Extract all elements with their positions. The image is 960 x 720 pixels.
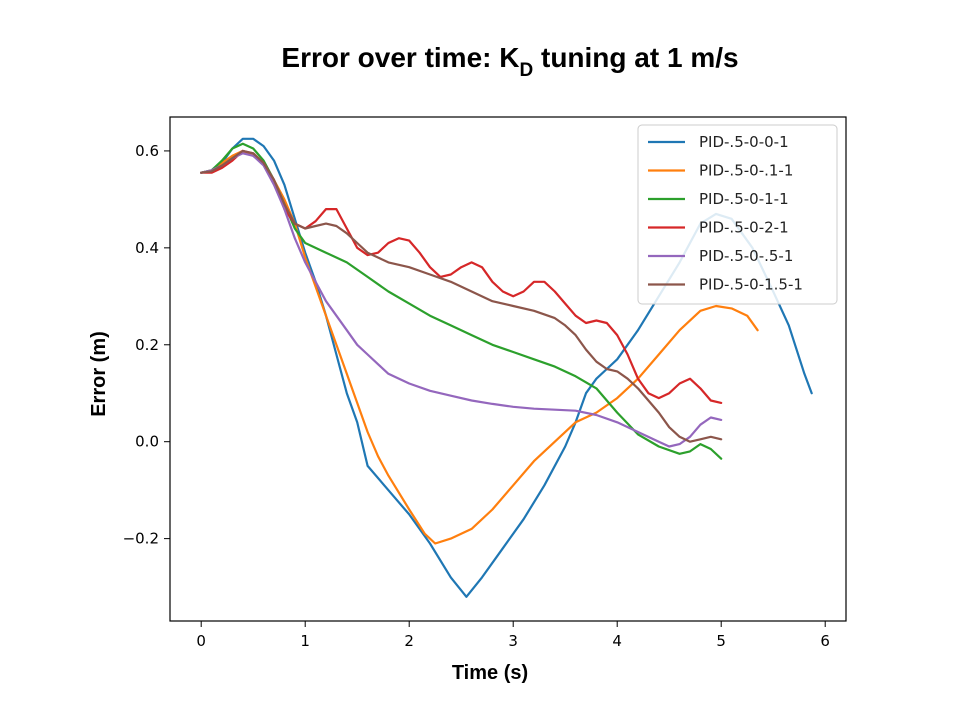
x-tick-label: 0 [196, 632, 206, 650]
y-axis-label: Error (m) [88, 331, 110, 417]
legend-label: PID-.5-0-0-1 [699, 133, 789, 151]
y-tick-label: 0.2 [135, 336, 159, 354]
legend: PID-.5-0-0-1 PID-.5-0-.1-1 PID-.5-0-1-1 PID… [637, 124, 838, 305]
x-axis-label: Time (s) [452, 662, 528, 684]
legend-label: PID-.5-0-.5-1 [699, 247, 793, 265]
series-line-4 [200, 149, 723, 404]
legend-label: PID-.5-0-1.5-1 [699, 276, 803, 294]
x-tick-label: 3 [508, 632, 518, 650]
x-tick-label: 5 [716, 632, 726, 650]
legend-label: PID-.5-0-.1-1 [699, 162, 793, 180]
axes-frame [169, 116, 847, 622]
x-axis: 0 1 2 3 4 5 6 [196, 621, 830, 650]
x-tick-label: 2 [404, 632, 414, 650]
series-line-3 [200, 142, 723, 460]
chart-title-rest: tuning at 1 m/s [533, 42, 738, 73]
legend-box [637, 124, 838, 305]
chart-title-main: Error over time: K [281, 42, 519, 73]
y-tick-label: −0.2 [123, 530, 159, 548]
legend-label: PID-.5-0-2-1 [699, 219, 789, 237]
series-line-5 [200, 152, 723, 448]
y-tick-label: 0.0 [135, 433, 159, 451]
x-tick-label: 1 [300, 632, 310, 650]
y-tick-label: 0.4 [135, 239, 159, 257]
x-tick-label: 4 [612, 632, 622, 650]
series-line-6 [200, 149, 723, 443]
legend-label: PID-.5-0-1-1 [699, 190, 789, 208]
chart-title: Error over time: KD tuning at 1 m/s [281, 42, 738, 81]
y-axis: −0.2 0.0 0.2 0.4 0.6 [123, 142, 170, 548]
y-tick-label: 0.6 [135, 142, 159, 160]
x-tick-label: 6 [820, 632, 830, 650]
chart-title-subscript: D [519, 60, 533, 81]
